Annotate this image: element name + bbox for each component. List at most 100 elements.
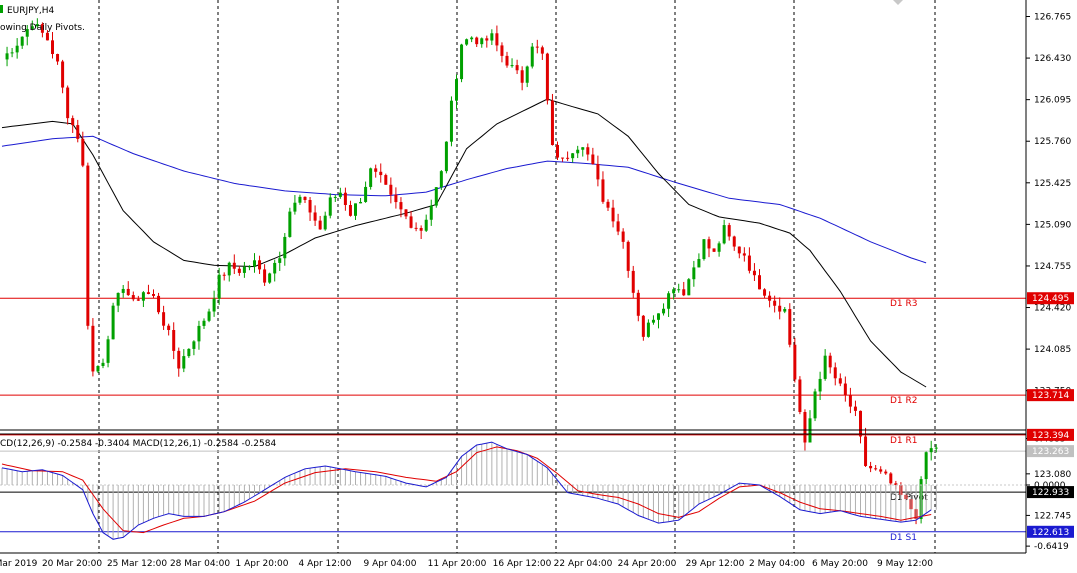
candle-body [61,61,65,88]
candle-body [101,362,105,366]
candle-body [217,274,221,299]
x-tick-label: 20 Mar 20:00 [42,559,102,569]
candle-body [379,171,383,176]
candle-body [20,36,24,46]
candle-body [616,221,620,232]
candle-body [505,55,509,66]
x-tick-label: 28 Mar 04:00 [170,559,230,569]
candle-body [672,289,676,294]
pivot-price-box [1027,486,1074,499]
candle-body [657,313,660,320]
pivot-label: D1 R2 [890,396,918,406]
x-tick-label: 9 Apr 04:00 [364,559,417,569]
candle-body [682,289,686,296]
candle-body [540,47,544,54]
candle-body [40,24,44,33]
candle-body [439,171,443,188]
pivot-price-label: 123.394 [1032,431,1069,441]
candle-body [328,197,332,216]
candle-body [515,65,519,71]
candle-body [96,365,100,372]
y-tick-label: 125.425 [1034,179,1071,189]
candle-body [288,211,292,237]
candle-body [828,355,832,368]
candle-body [586,147,590,155]
candle-body [869,465,873,469]
candle-body [354,203,357,216]
candle-body [763,289,767,296]
candle-body [485,38,489,41]
candle-body [793,344,797,380]
x-tick-label: 22 Apr 04:00 [554,559,613,569]
candle-body [86,165,90,326]
candle-body [838,378,842,384]
candle-body [56,54,60,62]
pivot-price-box [1027,525,1074,538]
candle-body [394,194,398,203]
candle-body [667,293,671,309]
pivot-label: D1 Pivot [890,493,928,503]
candle-body [611,207,615,222]
x-tick-label: 24 Apr 20:00 [618,559,677,569]
candle-body [581,147,585,150]
candle-body [818,378,822,392]
candle-body [758,275,761,290]
candle-body [333,196,337,198]
candle-body [606,201,610,208]
candle-body [444,141,448,172]
pivot-price-label: 123.714 [1032,391,1069,401]
candle-body [768,295,772,301]
candle-body [752,270,756,276]
candle-body [106,339,110,363]
pivot-price-label: 122.933 [1032,488,1069,498]
candle-body [369,168,373,187]
candle-body [879,469,883,472]
candle-body [81,138,85,166]
candle-body [399,202,403,210]
candle-body [924,452,928,480]
candle-body [864,436,868,466]
candle-body [783,309,787,312]
indicator-label: owing Daily Pivots. [0,23,85,33]
candle-body [843,383,847,396]
candle-body [561,157,565,159]
candle-body [556,145,559,158]
candle-body [621,231,625,242]
candle-body [167,325,171,331]
candle-body [742,253,746,256]
candle-body [384,175,388,185]
x-tick-label: 2 May 04:00 [749,559,805,569]
candle-body [141,292,145,301]
macd-tick-label: -0.6419 [1034,542,1069,552]
shift-marker-icon[interactable] [893,0,903,5]
candle-body [848,395,852,407]
y-tick-label: 126.430 [1034,54,1071,64]
y-tick-label: 125.090 [1034,220,1071,230]
y-tick-label: 123.080 [1034,470,1071,480]
candle-body [833,367,837,379]
candle-body [500,45,504,56]
candle-body [465,39,469,45]
candle-body [747,255,751,271]
candle-body [126,288,130,296]
candle-body [202,320,206,326]
y-tick-label: 122.745 [1034,511,1071,521]
candle-body [35,24,39,27]
candle-body [889,473,893,484]
candle-body [389,184,393,195]
candle-body [278,258,282,263]
candle-body [601,179,605,202]
y-tick-label: 126.765 [1034,13,1071,23]
x-tick-label: 1 Apr 20:00 [236,559,289,569]
candle-body [646,322,650,337]
candle-body [641,315,645,337]
candle-body [722,225,726,244]
candle-body [318,220,322,230]
candle-body [874,468,878,470]
pivot-price-label: 124.495 [1032,294,1069,304]
candle-body [293,202,297,212]
pivot-label: D1 S1 [890,533,917,543]
candle-body [434,187,438,206]
candle-body [727,225,731,237]
